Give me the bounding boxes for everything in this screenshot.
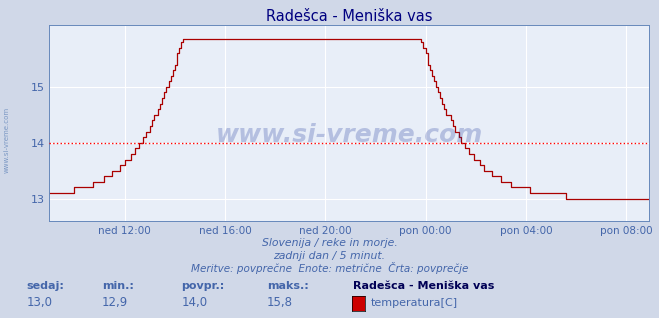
- Text: sedaj:: sedaj:: [26, 281, 64, 291]
- Text: 14,0: 14,0: [181, 296, 208, 309]
- Text: maks.:: maks.:: [267, 281, 308, 291]
- Text: temperatura[C]: temperatura[C]: [370, 298, 457, 308]
- Text: 12,9: 12,9: [102, 296, 129, 309]
- Title: Radešca - Meniška vas: Radešca - Meniška vas: [266, 9, 432, 24]
- Text: povpr.:: povpr.:: [181, 281, 225, 291]
- Text: www.si-vreme.com: www.si-vreme.com: [215, 123, 483, 147]
- Text: Meritve: povprečne  Enote: metrične  Črta: povprečje: Meritve: povprečne Enote: metrične Črta:…: [191, 262, 468, 274]
- Text: min.:: min.:: [102, 281, 134, 291]
- Text: Radešca - Meniška vas: Radešca - Meniška vas: [353, 281, 494, 291]
- Text: Slovenija / reke in morje.: Slovenija / reke in morje.: [262, 238, 397, 248]
- Text: 15,8: 15,8: [267, 296, 293, 309]
- Text: zadnji dan / 5 minut.: zadnji dan / 5 minut.: [273, 251, 386, 261]
- Text: www.si-vreme.com: www.si-vreme.com: [4, 107, 10, 173]
- Text: 13,0: 13,0: [26, 296, 52, 309]
